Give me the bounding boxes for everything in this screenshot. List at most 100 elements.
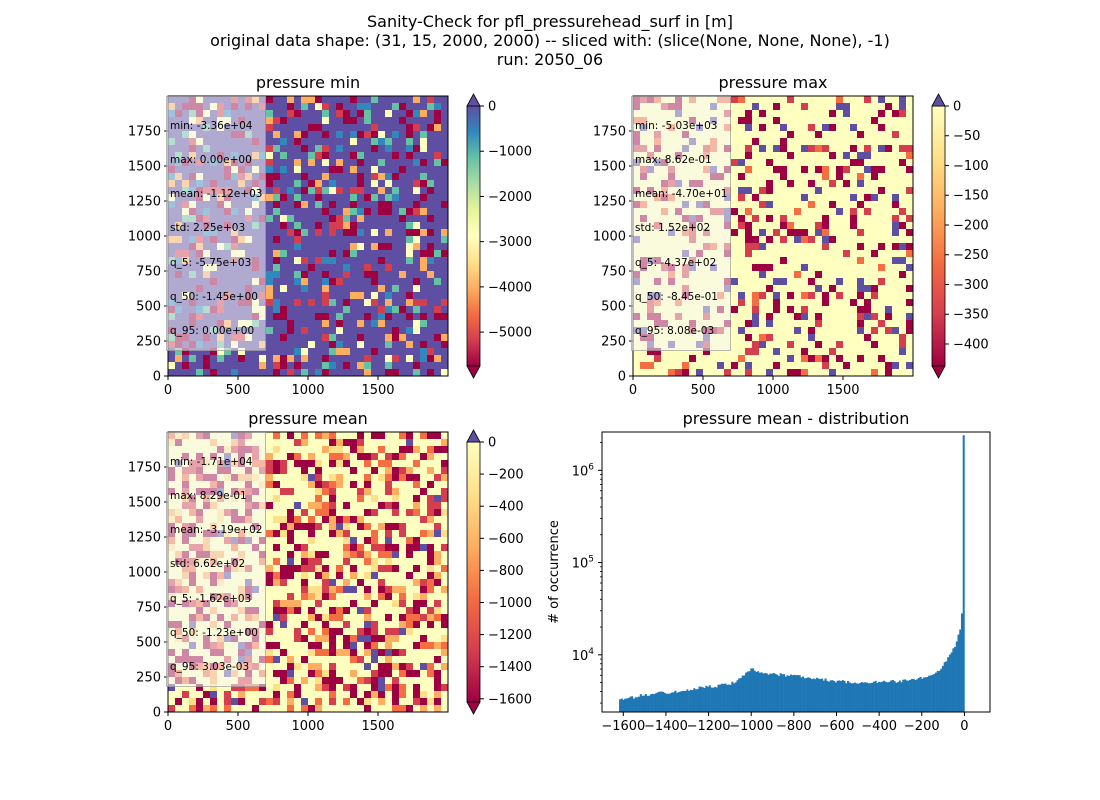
histogram-bar [708,685,711,712]
heatmap-cell [794,369,801,376]
heatmap-cell [420,705,427,712]
heatmap-cell [787,292,794,299]
heatmap-cell [357,551,364,558]
heatmap-cell [434,474,441,481]
histogram-bar [860,682,863,712]
heatmap-cell [266,166,273,173]
heatmap-cell [378,285,385,292]
heatmap-cell [287,187,294,194]
heatmap-cell [406,131,413,138]
histogram-bar [696,689,699,712]
heatmap-cell [738,96,745,103]
heatmap-cell [780,145,787,152]
heatmap-cell [266,453,273,460]
heatmap-cell [420,299,427,306]
heatmap-cell [280,152,287,159]
histogram-bar [793,674,796,712]
heatmap-cell [364,362,371,369]
heatmap-cell [301,635,308,642]
heatmap-cell [266,530,273,537]
heatmap-cell [273,495,280,502]
stat-line: std: 1.52e+02 [635,222,711,235]
histogram-bar [821,678,824,712]
heatmap-cell [364,635,371,642]
heatmap-cell [329,502,336,509]
heatmap-cell [441,229,448,236]
heatmap-cell [434,656,441,663]
heatmap-cell [801,145,808,152]
y-tick-label: 0 [153,370,161,385]
heatmap-cell [343,684,350,691]
heatmap-cell [231,369,238,376]
heatmap-cell [413,593,420,600]
heatmap-cell [350,635,357,642]
heatmap-cell [413,502,420,509]
x-tick-label: −1000 [729,719,773,734]
heatmap-cell [413,565,420,572]
heatmap-cell [315,593,322,600]
histogram-bar [926,676,929,712]
heatmap-cell [906,152,913,159]
heatmap-cell [308,481,315,488]
histogram-bar [836,680,839,712]
x-tick-label: 0 [960,719,968,734]
histogram-bar [910,679,913,712]
histogram-bar [933,673,936,712]
heatmap-cell [406,537,413,544]
heatmap-cell [350,201,357,208]
heatmap-cell [280,334,287,341]
histogram-bar [871,682,874,712]
heatmap-cell [773,292,780,299]
heatmap-cell [371,572,378,579]
heatmap-cell [675,369,682,376]
colorbar-tick-label: −1400 [488,660,532,675]
heatmap-cell [745,334,752,341]
histogram-bar [819,678,822,712]
histogram-bar [905,680,908,712]
heatmap-cell [343,586,350,593]
heatmap-cell [899,208,906,215]
heatmap-cell [759,334,766,341]
heatmap-cell [399,663,406,670]
heatmap-cell [301,544,308,551]
heatmap-cell [752,243,759,250]
heatmap-cell [364,691,371,698]
heatmap-cell [434,502,441,509]
heatmap-cell [385,551,392,558]
heatmap-cell [308,705,315,712]
histogram-bar [653,694,656,712]
heatmap-cell [385,208,392,215]
heatmap-cell [434,670,441,677]
x-tick-label: −1400 [644,719,688,734]
heatmap-cell [343,271,350,278]
heatmap-cell [441,439,448,446]
y-tick-label: 1500 [593,160,626,175]
heatmap-cell [322,516,329,523]
heatmap-cell [413,670,420,677]
heatmap-cell [399,691,406,698]
stat-line: q_95: 3.03e-03 [170,661,250,674]
heatmap-cell [885,103,892,110]
colorbar-tick-label: −1000 [488,145,532,160]
heatmap-cell [357,159,364,166]
heatmap-cell [766,285,773,292]
heatmap-cell [385,544,392,551]
figure-title: Sanity-Check for pfl_pressurehead_surf i… [0,12,1100,69]
heatmap-cell [427,467,434,474]
histogram-bar [686,689,689,712]
histogram-bar [760,672,763,712]
histogram-bar [929,675,932,712]
heatmap-cell [378,677,385,684]
heatmap-cell [441,369,448,376]
y-tick-label: 750 [136,265,161,280]
heatmap-cell [745,166,752,173]
heatmap-cell [308,159,315,166]
heatmap-cell [357,453,364,460]
heatmap-cell [801,292,808,299]
heatmap-cell [357,432,364,439]
heatmap-cell [899,145,906,152]
heatmap-cell [892,194,899,201]
heatmap-cell [315,467,322,474]
heatmap-cell [301,593,308,600]
heatmap-cell [434,446,441,453]
